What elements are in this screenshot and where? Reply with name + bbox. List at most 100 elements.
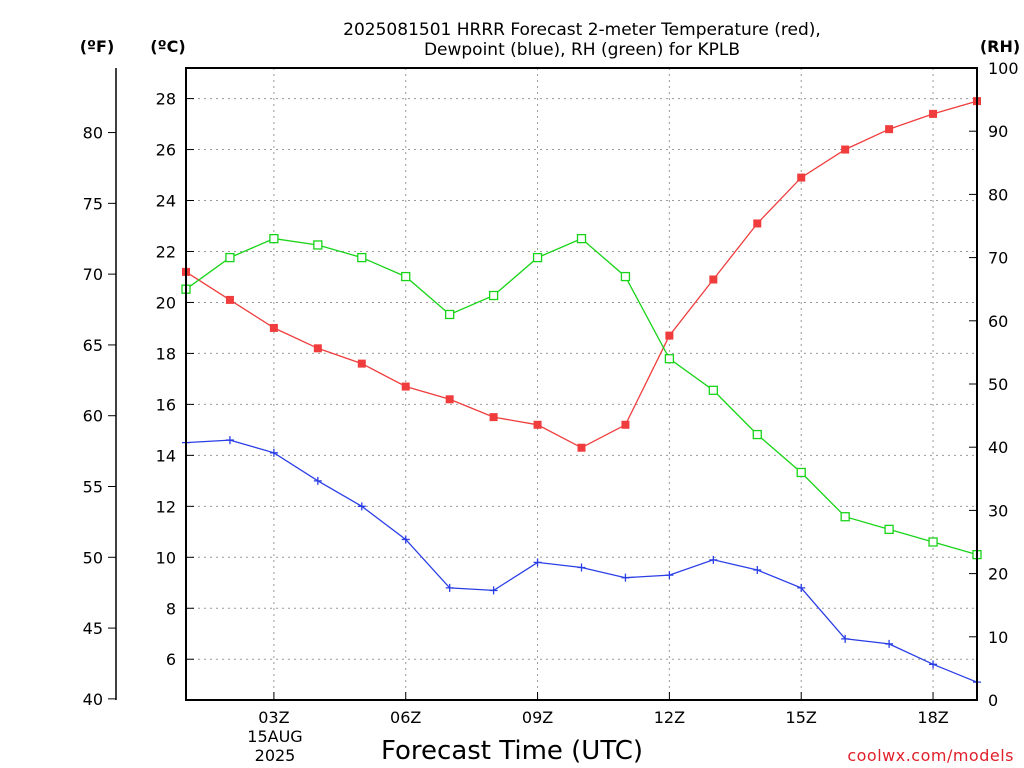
temperature-marker <box>577 443 586 452</box>
y-rh-tick-label: 40 <box>988 438 1008 457</box>
y-right-unit-rh: (RH) <box>980 37 1020 56</box>
temperature-marker <box>357 359 366 368</box>
dewpoint-series-line <box>185 439 978 683</box>
temperature-marker <box>621 420 630 429</box>
dewpoint-marker <box>401 535 410 544</box>
rh-marker <box>313 240 323 250</box>
rh-marker <box>840 512 850 522</box>
y-left-unit-celsius: (ºC) <box>150 37 185 56</box>
y-celsius-tick-label: 22 <box>156 242 176 261</box>
dewpoint-marker <box>797 583 806 592</box>
temperature-marker <box>709 275 718 284</box>
rh-marker <box>357 252 367 263</box>
axis-layer: 03Z 06Z 09Z 12Z 15Z 18Z 6 8 10 12 14 16 18 20 22 24 26 28… <box>83 59 1019 727</box>
dewpoint-marker <box>225 436 234 445</box>
rh-marker <box>752 429 762 440</box>
x-date-label-line2: 2025 <box>255 746 296 765</box>
y-celsius-tick-label: 26 <box>156 141 176 160</box>
temperature-marker <box>797 173 806 182</box>
x-tick-label: 03Z <box>258 708 289 727</box>
y-celsius-tick-label: 6 <box>166 650 176 669</box>
dewpoint-marker <box>445 583 454 592</box>
y-celsius-tick-label: 24 <box>156 192 176 211</box>
rh-marker <box>620 271 631 282</box>
y-fahrenheit-tick-label: 65 <box>83 336 103 355</box>
dewpoint-marker <box>313 476 322 485</box>
temperature-series-line <box>185 100 978 449</box>
rh-marker <box>928 537 938 547</box>
y-celsius-tick-label: 10 <box>156 548 176 567</box>
x-axis-label: Forecast Time (UTC) <box>381 736 643 766</box>
dewpoint-marker <box>621 573 630 582</box>
x-tick-label: 09Z <box>522 708 553 727</box>
rh-marker <box>664 354 675 364</box>
y-rh-tick-label: 70 <box>988 249 1008 268</box>
dewpoint-marker <box>885 639 894 648</box>
y-celsius-tick-label: 28 <box>156 90 176 109</box>
y-celsius-tick-label: 20 <box>156 293 176 312</box>
temperature-marker <box>885 125 894 134</box>
plot-frame <box>185 67 978 701</box>
y-celsius-tick-label: 8 <box>166 599 176 618</box>
rh-marker <box>445 309 455 320</box>
y-fahrenheit-tick-label: 40 <box>83 690 103 709</box>
series-layer <box>181 97 982 687</box>
y-celsius-tick-label: 18 <box>156 344 176 363</box>
dewpoint-marker <box>533 558 542 567</box>
rh-marker <box>401 271 411 282</box>
rh-marker <box>796 467 806 478</box>
grid-layer <box>186 68 977 700</box>
y-fahrenheit-tick-label: 45 <box>83 619 103 638</box>
y-fahrenheit-tick-label: 50 <box>83 548 103 567</box>
x-date-label-line1: 15AUG <box>247 727 302 746</box>
rh-series-line <box>185 237 978 556</box>
temperature-marker <box>753 219 762 228</box>
temperature-marker <box>313 344 322 353</box>
rh-marker <box>532 252 543 263</box>
y-left-unit-fahrenheit: (ºF) <box>80 37 115 56</box>
temperature-marker <box>533 420 542 429</box>
x-tick-label: 18Z <box>917 708 948 727</box>
temperature-marker <box>401 382 410 391</box>
y-fahrenheit-tick-label: 55 <box>83 478 103 497</box>
rh-marker <box>884 524 894 535</box>
dewpoint-marker <box>357 502 366 511</box>
rh-marker <box>488 290 499 301</box>
temperature-marker <box>445 395 454 404</box>
rh-marker <box>269 233 279 244</box>
rh-marker <box>708 385 718 395</box>
y-fahrenheit-tick-label: 60 <box>83 407 103 426</box>
y-fahrenheit-tick-label: 70 <box>83 265 103 284</box>
y-rh-tick-label: 0 <box>988 691 998 710</box>
x-tick-label: 15Z <box>786 708 817 727</box>
dewpoint-marker <box>489 586 498 595</box>
dewpoint-marker <box>753 566 762 575</box>
temperature-marker <box>225 295 234 304</box>
y-celsius-tick-label: 16 <box>156 395 176 414</box>
credit-link[interactable]: coolwx.com/models <box>847 746 1014 765</box>
x-tick-label: 12Z <box>654 708 685 727</box>
y-rh-tick-label: 90 <box>988 122 1008 141</box>
y-rh-tick-label: 100 <box>988 59 1019 78</box>
temperature-marker <box>929 109 938 118</box>
dewpoint-marker <box>269 448 278 457</box>
temperature-marker <box>269 323 278 332</box>
chart-title-line1: 2025081501 HRRR Forecast 2-meter Tempera… <box>343 20 821 40</box>
dewpoint-marker <box>929 660 938 669</box>
y-fahrenheit-tick-label: 75 <box>83 194 103 213</box>
y-celsius-tick-label: 12 <box>156 497 176 516</box>
chart-title-line2: Dewpoint (blue), RH (green) for KPLB <box>424 40 740 60</box>
temperature-marker <box>489 413 498 422</box>
rh-marker <box>576 233 587 244</box>
y-rh-tick-label: 30 <box>988 501 1008 520</box>
y-rh-tick-label: 80 <box>988 185 1008 204</box>
y-rh-tick-label: 50 <box>988 375 1008 394</box>
y-fahrenheit-tick-label: 80 <box>83 124 103 143</box>
temperature-marker <box>841 145 850 154</box>
dewpoint-marker <box>841 634 850 643</box>
dewpoint-marker <box>665 571 674 580</box>
rh-marker <box>225 252 235 263</box>
y-rh-tick-label: 10 <box>988 628 1008 647</box>
x-tick-label: 06Z <box>390 708 421 727</box>
